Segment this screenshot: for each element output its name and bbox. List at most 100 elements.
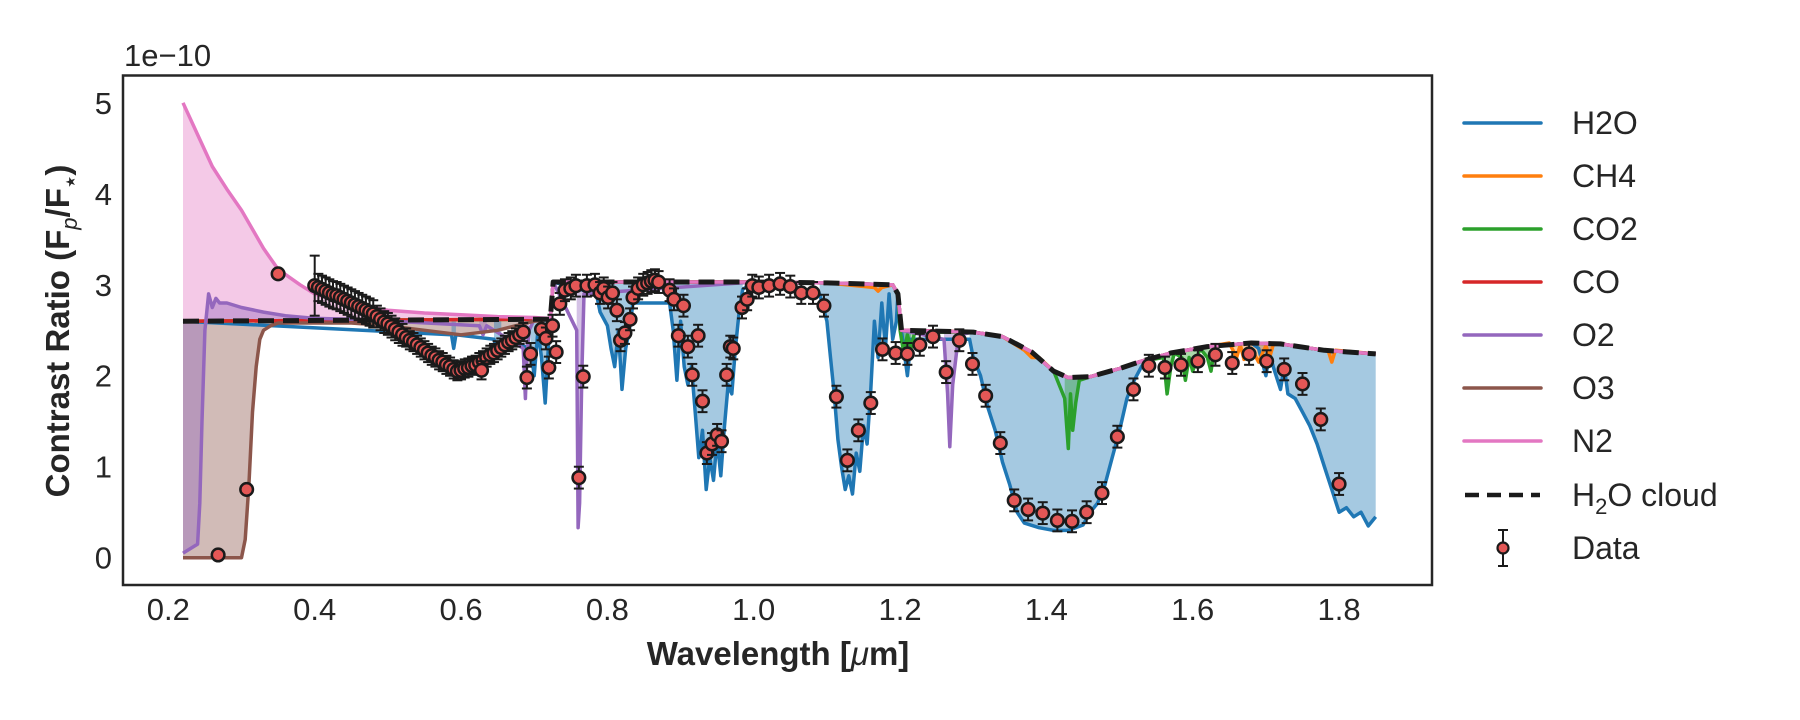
data-point — [1049, 508, 1065, 533]
legend-item-h2o: H2O — [1462, 105, 1638, 141]
legend-item-ch4: CH4 — [1462, 158, 1636, 194]
x-tick-label: 1.4 — [1025, 592, 1068, 627]
data-point — [1064, 509, 1080, 534]
y-axis-label-pre: Contrast Ratio (F — [39, 230, 76, 498]
data-marker — [1006, 492, 1022, 508]
data-point — [1207, 342, 1223, 367]
data-point — [992, 431, 1008, 455]
data-point — [1125, 377, 1142, 402]
data-marker — [694, 393, 711, 409]
x-tick-label: 1.0 — [732, 592, 775, 627]
data-point — [210, 547, 226, 563]
y-offset-text: 1e−10 — [124, 38, 211, 73]
data-marker — [680, 339, 696, 355]
legend-cloud-post: O cloud — [1607, 477, 1717, 513]
data-point — [1224, 351, 1240, 375]
data-marker — [1109, 429, 1125, 445]
data-point — [515, 321, 531, 343]
legend-label-h2o: H2O — [1572, 105, 1638, 141]
data-point — [1331, 472, 1347, 496]
data-point — [850, 418, 866, 443]
data-point — [568, 273, 584, 298]
y-tick-label: 3 — [95, 268, 112, 303]
data-point — [1259, 349, 1275, 374]
legend-label-n2: N2 — [1572, 423, 1613, 459]
data-marker — [670, 328, 686, 344]
cloud-continuum — [182, 279, 1376, 381]
data-point — [684, 362, 700, 387]
data-marker — [651, 274, 667, 290]
data-point — [1157, 355, 1173, 380]
data-point — [912, 332, 928, 357]
data-marker — [816, 298, 832, 314]
data-point — [1079, 500, 1095, 525]
legend-item-n2: N2 — [1462, 423, 1613, 459]
x-tick-label: 0.4 — [293, 592, 336, 627]
y-axis-label: Contrast Ratio (Fp/F⋆) — [39, 165, 82, 498]
data-point — [552, 291, 568, 316]
data-point — [651, 270, 667, 294]
data-marker — [1224, 355, 1240, 371]
data-marker — [538, 330, 554, 346]
data-point — [519, 365, 535, 390]
data-marker — [863, 395, 879, 411]
x-tick-label: 0.6 — [439, 592, 482, 627]
data-point — [270, 266, 286, 282]
data-point — [1190, 349, 1206, 374]
data-point — [1173, 352, 1189, 377]
data-marker — [1276, 361, 1292, 377]
data-point — [978, 383, 994, 408]
h2o-cloud-line — [182, 279, 1376, 381]
data-point — [839, 448, 855, 473]
data-point — [1006, 488, 1022, 513]
y-axis-label-mid: /F — [39, 188, 76, 217]
data-marker — [622, 311, 638, 327]
legend: H2O CH4 CO2 CO O2 O3 N2 H2O cloud Data — [1462, 105, 1718, 567]
legend-item-co: CO — [1462, 264, 1620, 300]
o2-fill-1 — [479, 319, 487, 335]
x-tick-label: 0.2 — [147, 592, 190, 627]
data-point — [782, 274, 798, 299]
x-tick-label: 1.2 — [879, 592, 922, 627]
data-point — [1294, 372, 1311, 396]
data-marker — [1049, 512, 1065, 528]
data-point — [548, 340, 564, 365]
x-axis-label-post: m] — [869, 635, 909, 672]
data-point — [1241, 341, 1257, 366]
data-marker — [1190, 353, 1206, 369]
data-point — [951, 328, 967, 353]
data-marker — [938, 364, 954, 380]
data-marker — [1020, 501, 1036, 518]
data-point — [899, 341, 915, 366]
data-marker — [1313, 411, 1329, 427]
data-marker — [544, 318, 561, 334]
y-tick-labels: 0 1 2 3 4 5 — [95, 86, 112, 576]
data-marker — [523, 346, 539, 362]
plot-frame — [121, 74, 1434, 587]
data-point — [805, 281, 821, 305]
h2o-fill-4 — [669, 282, 743, 490]
data-point — [1094, 481, 1110, 506]
y-tick-label: 0 — [95, 541, 112, 576]
data-point — [713, 429, 730, 454]
data-point — [1109, 424, 1125, 449]
data-point — [523, 341, 539, 366]
data-marker — [548, 344, 564, 360]
data-marker — [719, 367, 735, 383]
legend-label-ch4: CH4 — [1572, 158, 1636, 194]
data-marker — [239, 481, 255, 498]
data-point — [1035, 501, 1051, 526]
data-point — [473, 360, 490, 381]
y-axis-label-sub1: p — [57, 217, 82, 230]
data-marker — [684, 367, 700, 383]
data-point — [938, 360, 954, 385]
legend-cloud-sub: 2 — [1595, 494, 1607, 519]
data-marker — [1259, 353, 1275, 369]
data-point — [719, 362, 735, 387]
data-marker — [782, 279, 798, 295]
data-point — [964, 351, 981, 376]
y-axis-label-post: ) — [39, 165, 76, 176]
data-marker — [964, 356, 981, 372]
